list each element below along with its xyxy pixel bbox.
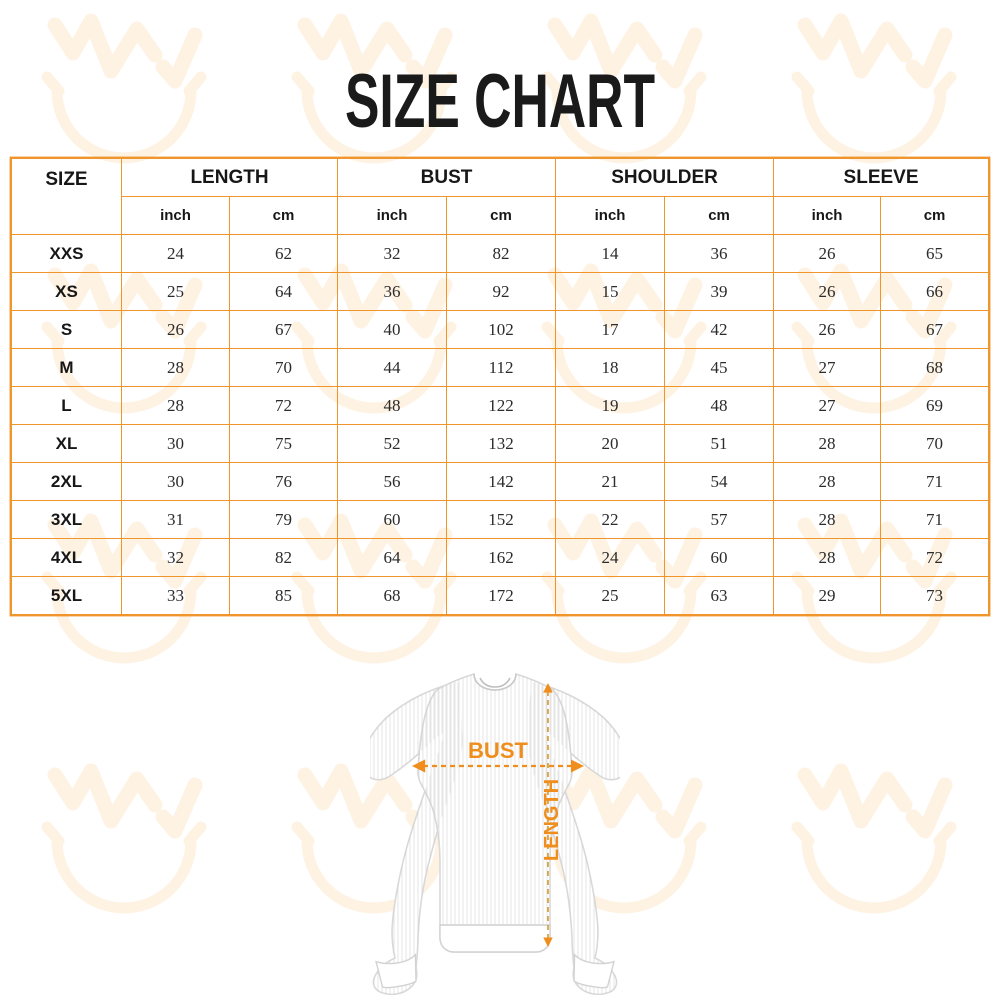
svg-text:BUST: BUST	[468, 738, 528, 763]
svg-text:LENGTH: LENGTH	[541, 779, 563, 861]
